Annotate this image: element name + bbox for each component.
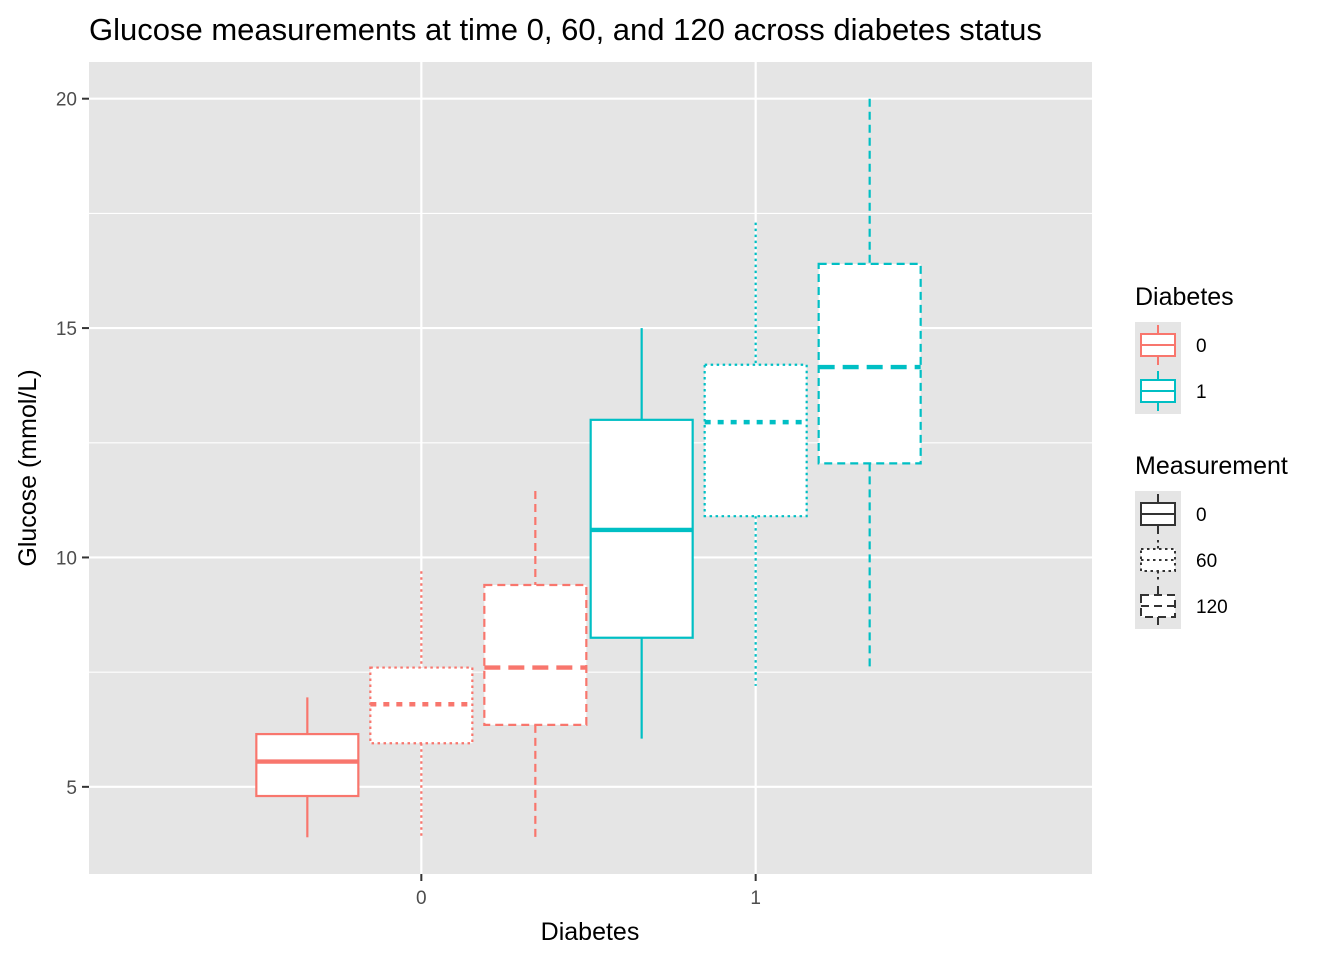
box-60-group-1 xyxy=(703,222,808,686)
legend-item-label: 1 xyxy=(1196,382,1207,403)
chart-title: Glucose measurements at time 0, 60, and … xyxy=(89,12,1042,47)
legend-item-label: 0 xyxy=(1196,336,1207,357)
box-120-group-1 xyxy=(817,98,922,670)
legend-key-120 xyxy=(1135,583,1181,629)
legend-item-label: 60 xyxy=(1196,551,1217,572)
legend-title: Measurement xyxy=(1135,452,1288,480)
legend-key-0 xyxy=(1135,322,1181,368)
box-0-group-1 xyxy=(589,328,694,739)
y-tick-label: 5 xyxy=(66,778,77,799)
legend-item-label: 120 xyxy=(1196,597,1228,618)
x-tick-label: 1 xyxy=(750,888,761,909)
box-iqr xyxy=(483,583,588,727)
legend-key-60 xyxy=(1135,537,1181,583)
box-iqr xyxy=(703,363,808,518)
box-iqr xyxy=(817,262,922,465)
x-tick-label: 0 xyxy=(416,888,427,909)
box-0-group-0 xyxy=(255,697,360,838)
y-axis-title: Glucose (mmol/L) xyxy=(14,369,42,566)
legend-key-1 xyxy=(1135,368,1181,414)
axes: 5 10 15 20 0 1 xyxy=(56,90,761,909)
legend: Diabetes 0 1 Measurement 0 60 120 xyxy=(1135,283,1288,629)
y-tick-label: 15 xyxy=(56,319,77,340)
box-iqr xyxy=(255,732,360,798)
box-layer xyxy=(255,98,922,838)
legend-title: Diabetes xyxy=(1135,283,1234,311)
legend-key-0 xyxy=(1135,491,1181,537)
box-120-group-0 xyxy=(483,490,588,838)
legend-key-box xyxy=(1140,548,1176,572)
box-60-group-0 xyxy=(369,571,474,838)
legend-item-label: 0 xyxy=(1196,505,1207,526)
y-tick-label: 10 xyxy=(56,548,77,569)
y-tick-label: 20 xyxy=(56,90,77,111)
x-axis-title: Diabetes xyxy=(541,918,640,946)
